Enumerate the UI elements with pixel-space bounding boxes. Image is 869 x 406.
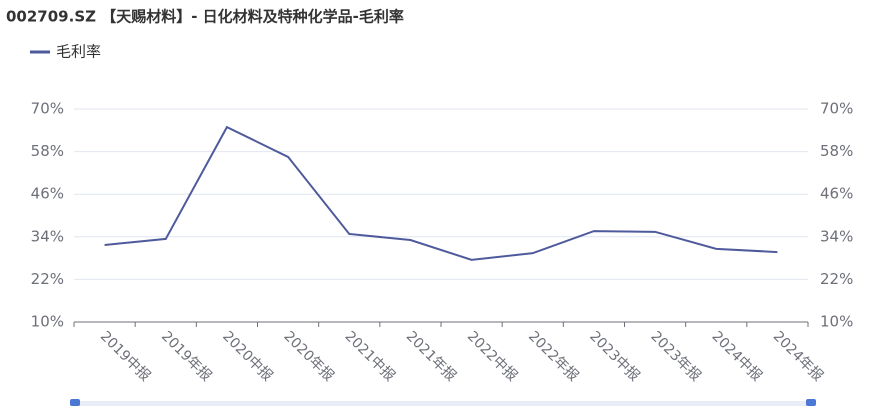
y2-tick-label: 34% bbox=[820, 227, 853, 245]
y2-tick-label: 58% bbox=[820, 142, 853, 160]
y2-tick-label: 70% bbox=[820, 100, 853, 118]
x-tick-label: 2022年报 bbox=[525, 328, 581, 384]
scroll-track bbox=[74, 401, 814, 406]
x-tick-label: 2024年报 bbox=[770, 328, 826, 384]
x-tick-label: 2022中报 bbox=[464, 328, 520, 384]
legend-label: 毛利率 bbox=[56, 43, 101, 61]
y2-tick-label: 22% bbox=[820, 270, 853, 288]
x-tick-label: 2023年报 bbox=[647, 328, 703, 384]
y2-tick-label: 10% bbox=[820, 313, 853, 331]
x-tick-label: 2020年报 bbox=[280, 328, 336, 384]
y2-tick-label: 46% bbox=[820, 185, 853, 203]
x-tick-label: 2020中报 bbox=[219, 328, 275, 384]
scroll-handle[interactable] bbox=[70, 399, 80, 406]
x-tick-label: 2023中报 bbox=[586, 328, 642, 384]
x-tick-label: 2021年报 bbox=[403, 328, 459, 384]
x-tick-label: 2019中报 bbox=[97, 328, 153, 384]
scrollbar[interactable] bbox=[70, 399, 816, 406]
y-tick-label: 34% bbox=[31, 227, 64, 245]
x-tick-label: 2019年报 bbox=[158, 328, 214, 384]
x-tick-label: 2021中报 bbox=[342, 328, 398, 384]
y-tick-label: 46% bbox=[31, 185, 64, 203]
scroll-handle[interactable] bbox=[806, 399, 816, 406]
chart-title: 002709.SZ 【天赐材料】- 日化材料及特种化学品-毛利率 bbox=[6, 8, 404, 26]
y-tick-label: 58% bbox=[31, 142, 64, 160]
y-tick-label: 70% bbox=[31, 100, 64, 118]
y-tick-label: 10% bbox=[31, 313, 64, 331]
series-line bbox=[104, 125, 778, 261]
x-tick-label: 2024中报 bbox=[709, 328, 765, 384]
y-tick-label: 22% bbox=[31, 270, 64, 288]
